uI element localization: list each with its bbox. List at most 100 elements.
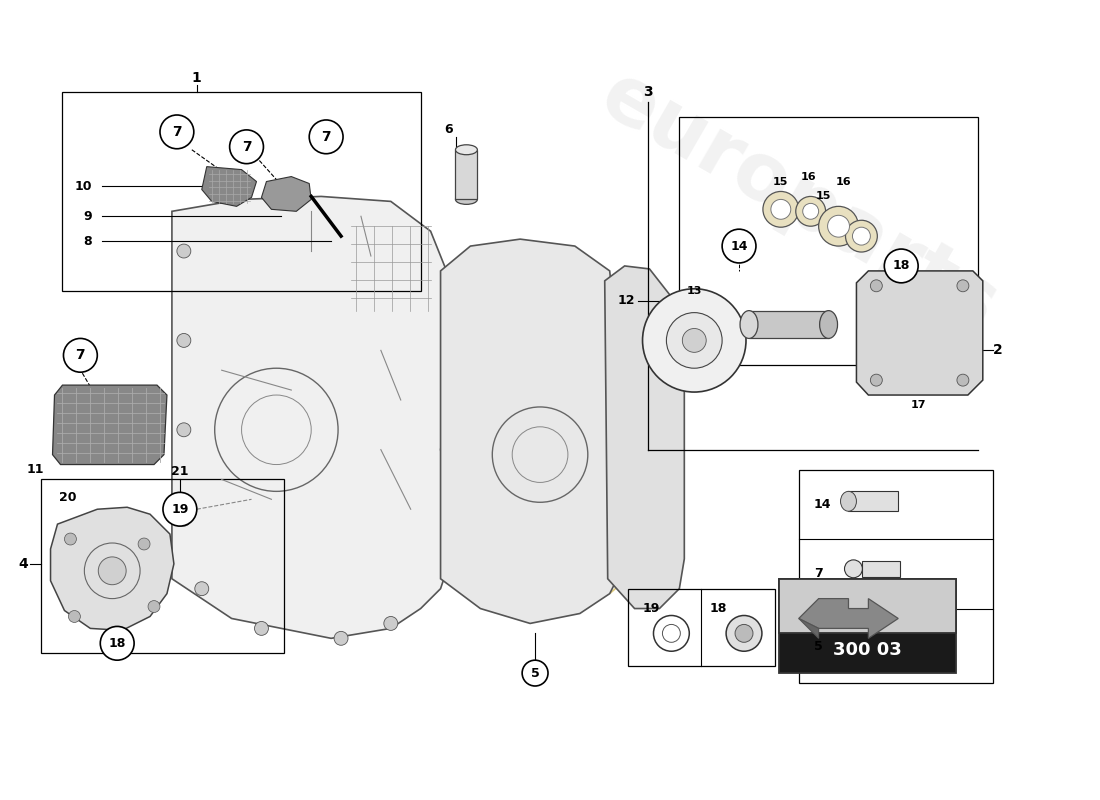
Circle shape	[148, 601, 159, 613]
Text: 7: 7	[76, 348, 85, 362]
Polygon shape	[857, 271, 982, 395]
Text: 7: 7	[321, 130, 331, 144]
Circle shape	[870, 374, 882, 386]
Text: 19: 19	[642, 602, 660, 615]
Ellipse shape	[840, 491, 857, 511]
Text: 19: 19	[172, 502, 188, 516]
Text: 12: 12	[617, 294, 635, 307]
Circle shape	[957, 280, 969, 292]
Bar	[749, 310, 828, 338]
Bar	[680, 117, 978, 366]
Circle shape	[852, 227, 870, 245]
Text: 8: 8	[84, 234, 92, 248]
Text: 18: 18	[892, 259, 910, 273]
Bar	[628, 589, 774, 666]
Circle shape	[177, 512, 190, 526]
Circle shape	[682, 329, 706, 352]
Text: 14: 14	[814, 498, 832, 510]
Text: 18: 18	[109, 637, 125, 650]
Text: 15: 15	[816, 191, 832, 202]
Circle shape	[846, 220, 878, 252]
Text: 1: 1	[191, 71, 201, 86]
Bar	[455, 150, 477, 199]
Text: 14: 14	[730, 239, 748, 253]
Polygon shape	[53, 385, 167, 465]
Ellipse shape	[740, 310, 758, 338]
Circle shape	[818, 206, 858, 246]
Circle shape	[334, 631, 348, 646]
Circle shape	[160, 115, 194, 149]
Bar	[862, 561, 900, 577]
Circle shape	[98, 557, 126, 585]
Circle shape	[845, 560, 862, 578]
Text: 15: 15	[773, 177, 789, 186]
Ellipse shape	[820, 310, 837, 338]
Text: 13: 13	[686, 286, 702, 296]
Text: a passion for parts since 1987: a passion for parts since 1987	[359, 498, 623, 599]
Polygon shape	[799, 618, 818, 638]
Polygon shape	[799, 598, 899, 638]
Text: 7: 7	[242, 140, 252, 154]
Text: 6: 6	[444, 123, 453, 136]
Bar	[63, 92, 420, 290]
Text: 17: 17	[911, 400, 926, 410]
Text: 21: 21	[172, 465, 188, 478]
Circle shape	[722, 229, 756, 263]
Polygon shape	[172, 197, 451, 638]
Circle shape	[384, 617, 398, 630]
Text: 16: 16	[801, 171, 816, 182]
Circle shape	[195, 582, 209, 596]
Circle shape	[735, 625, 754, 642]
Circle shape	[177, 334, 190, 347]
Circle shape	[100, 626, 134, 660]
Circle shape	[177, 244, 190, 258]
Circle shape	[163, 492, 197, 526]
Text: 4: 4	[18, 557, 28, 571]
Circle shape	[667, 313, 722, 368]
Circle shape	[309, 120, 343, 154]
Circle shape	[254, 622, 268, 635]
Polygon shape	[201, 166, 256, 206]
Circle shape	[957, 374, 969, 386]
Circle shape	[64, 338, 97, 372]
Circle shape	[522, 660, 548, 686]
Circle shape	[870, 280, 882, 292]
Polygon shape	[51, 507, 174, 630]
Text: europarts: europarts	[586, 56, 1011, 346]
Text: 10: 10	[75, 180, 92, 193]
Text: 7: 7	[814, 567, 823, 580]
Circle shape	[726, 615, 762, 651]
Bar	[41, 479, 284, 654]
Text: 5: 5	[814, 640, 823, 653]
Text: 11: 11	[26, 463, 44, 476]
Text: 5: 5	[530, 666, 539, 679]
Circle shape	[803, 203, 818, 219]
Circle shape	[827, 215, 849, 237]
Bar	[848, 491, 899, 511]
Ellipse shape	[455, 194, 477, 204]
Circle shape	[763, 191, 799, 227]
Bar	[779, 578, 956, 673]
Circle shape	[230, 130, 264, 164]
Polygon shape	[262, 177, 311, 211]
Circle shape	[771, 199, 791, 219]
Text: 300 03: 300 03	[833, 642, 902, 659]
Text: 20: 20	[58, 491, 76, 504]
Text: 18: 18	[710, 602, 727, 615]
Circle shape	[139, 538, 150, 550]
Circle shape	[177, 423, 190, 437]
Circle shape	[642, 289, 746, 392]
Text: 9: 9	[84, 210, 92, 222]
Polygon shape	[605, 266, 684, 609]
Ellipse shape	[455, 145, 477, 154]
Text: 16: 16	[836, 177, 851, 186]
Text: 3: 3	[642, 85, 652, 99]
Polygon shape	[441, 239, 625, 623]
Circle shape	[68, 610, 80, 622]
Bar	[779, 578, 956, 634]
Bar	[799, 470, 993, 683]
Circle shape	[65, 533, 76, 545]
Text: 2: 2	[993, 343, 1003, 358]
Text: 7: 7	[172, 125, 182, 139]
Circle shape	[884, 249, 918, 283]
